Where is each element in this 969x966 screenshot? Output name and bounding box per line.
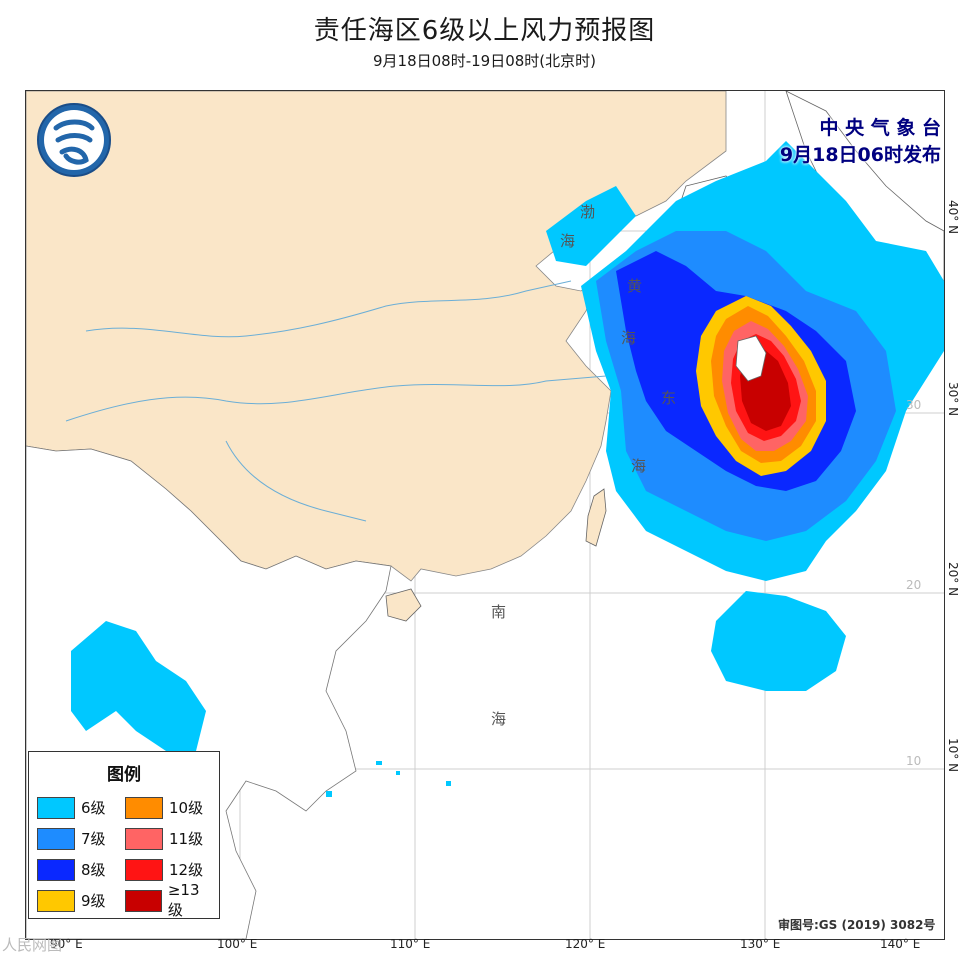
lat-label-10: 10° N — [946, 738, 960, 773]
legend-swatch-8 — [37, 858, 75, 881]
sea-label-dong-1: 东 — [661, 389, 676, 407]
legend-item-13: ≥13级 — [125, 881, 213, 920]
map-approval-number: 审图号:GS (2019) 3082号 — [778, 918, 936, 932]
legend-label-9: 9级 — [81, 892, 106, 910]
watermark: 人民网图 — [2, 936, 63, 954]
lon-label-90: 90° E — [50, 937, 83, 951]
legend-box: 图例 6级 10级 7级 11级 8级 — [28, 751, 220, 919]
page-title: 责任海区6级以上风力预报图 — [313, 16, 656, 46]
issuer-time: 9月18日06时发布 — [779, 144, 941, 166]
lon-label-100: 100° E — [217, 937, 258, 951]
legend-label-10: 10级 — [169, 799, 204, 817]
legend-label-6: 6级 — [81, 799, 106, 817]
sea-label-nan-1: 南 — [491, 603, 506, 621]
grid-label-30: 30 — [906, 398, 921, 412]
sea-label-bo-2: 海 — [560, 232, 575, 250]
legend-grid: 6级 10级 7级 11级 8级 12级 — [37, 792, 213, 919]
legend-item-7: 7级 — [37, 827, 125, 850]
legend-item-10: 10级 — [125, 796, 213, 819]
legend-label-13: ≥13级 — [167, 881, 200, 919]
sea-label-huang-1: 黄 — [627, 277, 642, 295]
legend-title: 图例 — [107, 765, 141, 785]
lon-label-110: 110° E — [390, 937, 431, 951]
sea-label-dong-2: 海 — [631, 457, 646, 475]
legend-label-7: 7级 — [81, 830, 106, 848]
lon-label-120: 120° E — [565, 937, 606, 951]
legend-label-12: 12级 — [169, 861, 204, 879]
lon-label-140: 140° E — [880, 937, 921, 951]
issuer-agency: 中 央 气 象 台 — [819, 117, 941, 139]
grid-label-10: 10 — [906, 754, 921, 768]
legend-swatch-6 — [37, 796, 75, 819]
issuer-block: 中 央 气 象 台 9月18日06时发布 — [780, 115, 941, 169]
lat-label-40: 40° N — [946, 200, 960, 235]
grid-label-20: 20 — [906, 578, 921, 592]
rivers — [65, 280, 607, 522]
legend-swatch-13 — [125, 889, 162, 912]
lat-label-20: 20° N — [946, 562, 960, 597]
taiwan-land — [585, 488, 607, 547]
kyushu-land — [735, 335, 767, 382]
legend-swatch-7 — [37, 827, 75, 850]
legend-label-11: 11级 — [169, 830, 204, 848]
legend-swatch-10 — [125, 796, 163, 819]
sea-label-bo-1: 渤 — [580, 203, 595, 221]
legend-item-6: 6级 — [37, 796, 125, 819]
legend-item-8: 8级 — [37, 858, 125, 881]
legend-swatch-12 — [125, 858, 163, 881]
lon-label-130: 130° E — [740, 937, 781, 951]
grid-number-labels: 30 20 10 — [906, 398, 921, 768]
cma-logo — [37, 103, 111, 177]
legend-swatch-11 — [125, 827, 163, 850]
sea-label-huang-2: 海 — [621, 329, 636, 347]
page-subtitle: 9月18日08时-19日08时(北京时) — [372, 52, 596, 70]
legend-label-8: 8级 — [81, 861, 106, 879]
legend-swatch-9 — [37, 889, 75, 912]
legend-item-11: 11级 — [125, 827, 213, 850]
lat-label-30: 30° N — [946, 382, 960, 417]
legend-item-9: 9级 — [37, 889, 125, 912]
sea-label-nan-2: 海 — [491, 710, 506, 728]
sea-labels: 渤 海 黄 海 东 海 南 海 — [491, 203, 676, 728]
hainan-land — [385, 588, 422, 622]
legend-item-12: 12级 — [125, 858, 213, 881]
